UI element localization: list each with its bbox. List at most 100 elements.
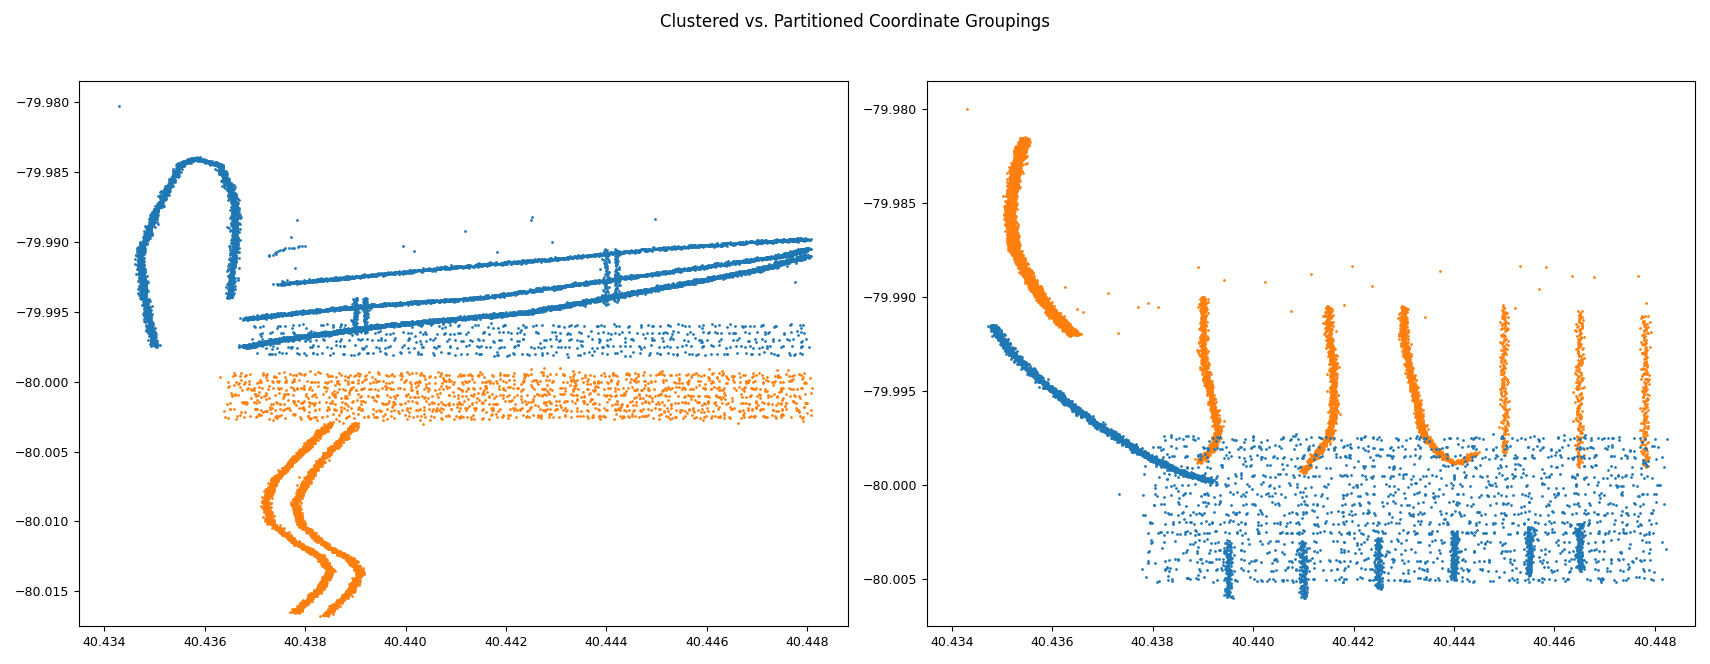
Point — [1448, 572, 1476, 582]
Point — [1277, 528, 1305, 539]
Point — [1214, 581, 1241, 592]
Point — [1349, 529, 1377, 539]
Point — [441, 314, 469, 325]
Point — [1035, 308, 1062, 319]
Point — [653, 282, 681, 292]
Point — [997, 196, 1024, 207]
Point — [383, 319, 410, 329]
Point — [316, 446, 344, 456]
Point — [638, 244, 665, 255]
Point — [465, 311, 492, 321]
Point — [561, 299, 588, 309]
Point — [491, 309, 518, 319]
Point — [793, 252, 821, 262]
Point — [1007, 157, 1035, 167]
Point — [127, 247, 154, 258]
Point — [311, 559, 339, 570]
Point — [573, 278, 600, 289]
Point — [327, 548, 354, 558]
Point — [1566, 327, 1594, 338]
Point — [1529, 442, 1556, 452]
Point — [1019, 274, 1047, 284]
Point — [660, 266, 687, 277]
Point — [756, 236, 783, 246]
Point — [1011, 259, 1038, 270]
Point — [330, 548, 357, 559]
Point — [227, 375, 255, 386]
Point — [1016, 281, 1043, 291]
Point — [1235, 481, 1262, 491]
Point — [263, 337, 291, 348]
Point — [441, 294, 469, 305]
Point — [347, 300, 374, 311]
Point — [1188, 350, 1216, 361]
Point — [571, 297, 598, 308]
Point — [378, 319, 405, 330]
Point — [749, 265, 776, 276]
Point — [732, 347, 759, 358]
Point — [245, 386, 272, 397]
Point — [1199, 440, 1226, 450]
Point — [344, 420, 371, 430]
Point — [633, 245, 660, 256]
Point — [198, 157, 226, 168]
Point — [1173, 469, 1200, 480]
Point — [604, 290, 631, 301]
Point — [1170, 465, 1197, 475]
Point — [323, 273, 351, 284]
Point — [1000, 204, 1028, 214]
Point — [616, 272, 643, 283]
Point — [552, 252, 580, 262]
Point — [315, 542, 342, 553]
Point — [499, 309, 527, 320]
Point — [491, 370, 518, 380]
Point — [604, 274, 631, 284]
Point — [640, 283, 667, 293]
Point — [306, 456, 333, 466]
Point — [265, 309, 292, 320]
Point — [1322, 350, 1349, 361]
Point — [315, 327, 342, 338]
Point — [1023, 286, 1050, 297]
Point — [140, 212, 168, 223]
Point — [675, 349, 703, 359]
Point — [498, 258, 525, 268]
Point — [768, 259, 795, 270]
Point — [311, 328, 339, 339]
Point — [1058, 406, 1086, 416]
Point — [286, 520, 313, 531]
Point — [1409, 426, 1436, 436]
Point — [636, 390, 663, 401]
Point — [128, 257, 156, 268]
Point — [1096, 426, 1123, 437]
Point — [280, 457, 308, 467]
Point — [1113, 440, 1141, 451]
Point — [1028, 294, 1055, 305]
Point — [1190, 326, 1218, 337]
Point — [1353, 518, 1380, 529]
Point — [1575, 515, 1602, 525]
Point — [176, 153, 203, 164]
Point — [1438, 482, 1465, 493]
Point — [785, 255, 812, 266]
Point — [475, 311, 503, 321]
Point — [1392, 360, 1419, 371]
Point — [1460, 546, 1488, 556]
Point — [501, 257, 528, 268]
Point — [1436, 570, 1464, 581]
Point — [1313, 331, 1341, 341]
Point — [520, 306, 547, 317]
Point — [301, 330, 328, 341]
Point — [210, 169, 238, 180]
Point — [751, 236, 778, 247]
Point — [761, 321, 788, 331]
Point — [1430, 450, 1457, 461]
Point — [303, 533, 330, 543]
Point — [995, 206, 1023, 216]
Point — [339, 558, 366, 569]
Point — [1611, 527, 1638, 538]
Point — [545, 299, 573, 310]
Point — [125, 252, 152, 262]
Point — [342, 576, 369, 587]
Point — [352, 297, 380, 307]
